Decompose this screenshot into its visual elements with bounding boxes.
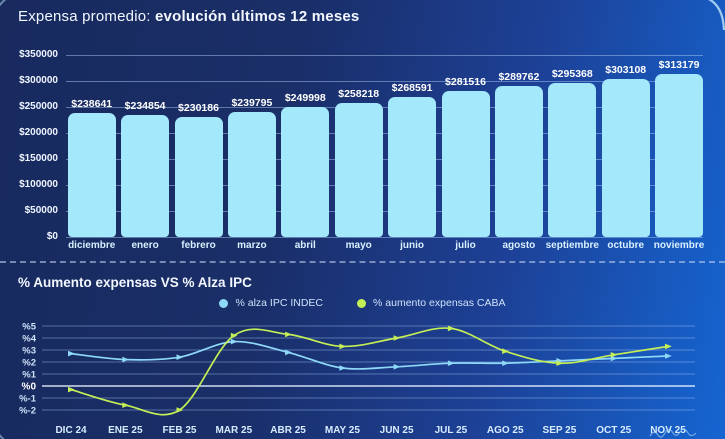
bar-value-label: $281516 — [445, 75, 486, 88]
bar-chart-gridline — [66, 237, 703, 238]
line-chart-title: % Aumento expensas VS % Alza IPC — [18, 275, 252, 290]
bar-xtick-label: junio — [400, 240, 425, 251]
bar-value-label: $238641 — [71, 97, 113, 110]
bar-value-label: $258218 — [338, 87, 380, 100]
bar-chart-title: Expensa promedio: evolución últimos 12 m… — [18, 8, 359, 25]
legend-dot-icon — [357, 298, 367, 308]
bar-chart-title-prefix: Expensa promedio: — [18, 8, 156, 25]
legend-item-ipc-indec[interactable]: % alza IPC INDEC — [219, 297, 323, 309]
bar-xtick-label: septiembre — [545, 240, 599, 251]
bar — [334, 102, 383, 237]
bar-chart-ytick-label: $200000 — [19, 127, 58, 138]
bar — [441, 90, 490, 237]
bar — [548, 83, 597, 237]
bar-chart-ytick-label: $100000 — [19, 179, 58, 190]
bar — [281, 107, 330, 237]
bar-value-label: $268591 — [391, 82, 433, 95]
bar — [494, 86, 543, 237]
bar-chart-ytick-label: $300000 — [19, 75, 58, 86]
legend-dot-icon — [219, 298, 229, 308]
bar — [655, 74, 704, 237]
bar-chart-ytick-label: $50000 — [24, 205, 58, 216]
bar-value-label: $289762 — [498, 71, 540, 84]
section-divider — [0, 261, 725, 263]
bar-xtick-label: agosto — [502, 240, 536, 251]
legend-item-expensas-caba[interactable]: % aumento expensas CABA — [357, 297, 506, 309]
bar — [227, 112, 276, 237]
bar-value-label: $230186 — [178, 102, 219, 115]
bar-chart-ytick-label: $350000 — [19, 49, 58, 60]
bar-xtick-label: julio — [455, 240, 476, 251]
bar-chart-title-emphasis: evolución últimos 12 meses — [155, 8, 360, 25]
bar-value-label: $249998 — [284, 92, 326, 104]
bar-xtick-label: octubre — [607, 240, 645, 251]
bar-value-label: $303108 — [605, 64, 647, 77]
bar-value-label: $234854 — [124, 99, 166, 112]
bar-chart-gridline — [66, 159, 703, 160]
bar — [121, 114, 170, 237]
bar-value-label: $313179 — [658, 59, 700, 72]
bar-chart-ytick-label: $250000 — [19, 101, 58, 112]
bar-xtick-label: enero — [131, 240, 159, 251]
bar — [174, 117, 223, 237]
bar-chart-ytick-label: $0 — [46, 231, 58, 242]
bar-chart-gridline — [66, 211, 703, 212]
bar — [601, 79, 650, 237]
bar-xtick-label: abril — [294, 240, 316, 251]
bar-chart-gridline — [66, 185, 703, 186]
bar-chart-gridline — [66, 81, 703, 82]
legend-label: % aumento expensas CABA — [373, 297, 506, 309]
bar-xtick-label: marzo — [237, 240, 267, 251]
bar-xtick-label: febrero — [181, 240, 216, 251]
bar — [67, 112, 116, 237]
bar-chart-gridline — [66, 55, 703, 56]
bar-chart-gridline — [66, 133, 703, 134]
bar-value-label: $239795 — [231, 97, 273, 110]
bar-xtick-label: diciembre — [68, 240, 116, 251]
legend-label: % alza IPC INDEC — [235, 297, 324, 309]
bar-chart-ytick-label: $150000 — [19, 153, 58, 164]
bar-chart-gridline — [66, 107, 703, 108]
bar — [388, 97, 437, 237]
bar-xtick-label: mayo — [345, 240, 372, 251]
bar-value-label: $295368 — [551, 68, 593, 81]
bar-xtick-label: noviembre — [653, 240, 705, 251]
line-chart-legend: % alza IPC INDEC % aumento expensas CABA — [0, 297, 725, 309]
